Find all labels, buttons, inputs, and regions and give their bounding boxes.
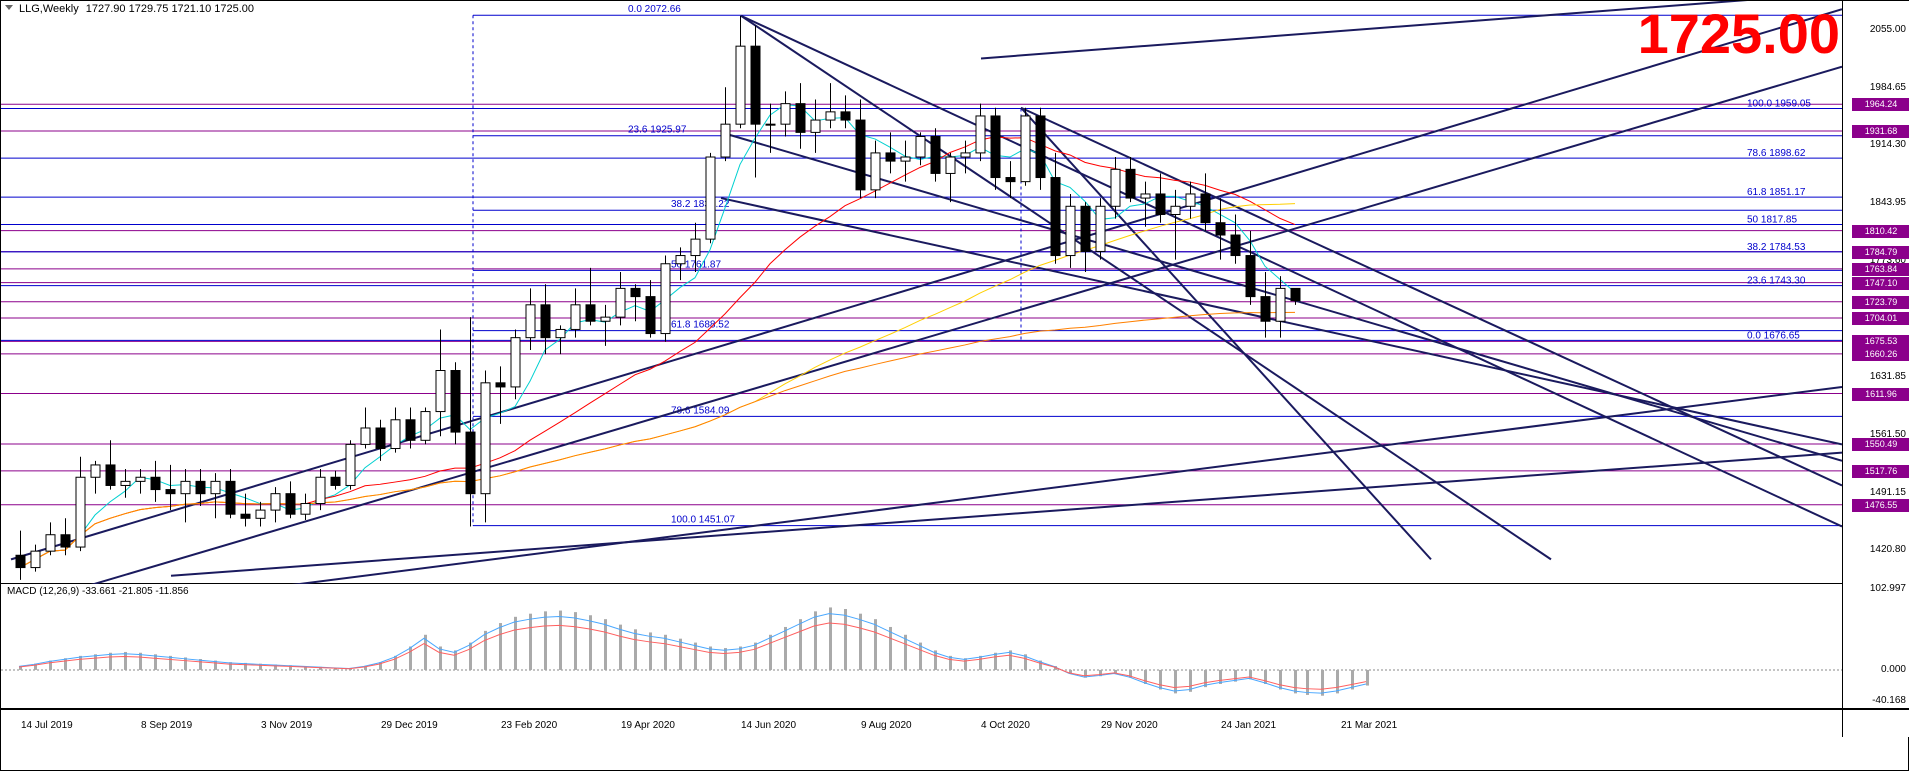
svg-text:61.8 1851.17: 61.8 1851.17 xyxy=(1747,187,1806,198)
symbol-label: LLG,Weekly xyxy=(19,3,79,15)
time-label: 4 Oct 2020 xyxy=(981,720,1030,731)
time-label: 23 Feb 2020 xyxy=(501,720,557,731)
price-level-box: 1763.84 xyxy=(1852,263,1909,276)
ohlc-c: 1725.00 xyxy=(214,3,254,15)
chart-header: LLG,Weekly 1727.90 1729.75 1721.10 1725.… xyxy=(19,3,254,15)
time-label: 24 Jan 2021 xyxy=(1221,720,1276,731)
time-label: 8 Sep 2019 xyxy=(141,720,192,731)
svg-text:50 1761.87: 50 1761.87 xyxy=(671,259,721,270)
price-tick: 1843.95 xyxy=(1870,197,1906,208)
svg-text:100.0 1451.07: 100.0 1451.07 xyxy=(671,515,735,526)
svg-text:61.8 1688.52: 61.8 1688.52 xyxy=(671,320,730,331)
ohlc-h: 1729.75 xyxy=(129,3,169,15)
macd-svg xyxy=(1,584,1842,709)
price-tick: 2055.00 xyxy=(1870,24,1906,35)
macd-axis: 102.997 0.000 -40.168 xyxy=(1842,584,1909,708)
time-label: 19 Apr 2020 xyxy=(621,720,675,731)
time-label: 29 Dec 2019 xyxy=(381,720,438,731)
macd-panel[interactable]: MACD (12,26,9) -33.661 -21.805 -11.856 1… xyxy=(1,584,1909,709)
price-axis: 2055.001984.651914.301843.951773.601703.… xyxy=(1842,1,1909,584)
price-level-box: 1611.96 xyxy=(1852,388,1909,401)
price-level-box: 1723.79 xyxy=(1852,296,1909,309)
svg-text:0.0 1676.65: 0.0 1676.65 xyxy=(1747,330,1800,341)
price-tick: 1984.65 xyxy=(1870,82,1906,93)
price-level-box: 1660.26 xyxy=(1852,348,1909,361)
time-label: 14 Jul 2019 xyxy=(21,720,73,731)
svg-text:78.6 1898.62: 78.6 1898.62 xyxy=(1747,148,1806,159)
main-chart-panel[interactable]: LLG,Weekly 1727.90 1729.75 1721.10 1725.… xyxy=(1,1,1909,584)
price-level-box: 1747.10 xyxy=(1852,277,1909,290)
time-axis: 14 Jul 2019 8 Sep 2019 3 Nov 2019 29 Dec 20… xyxy=(1,709,1909,737)
price-level-box: 1810.42 xyxy=(1852,225,1909,238)
price-level-box: 1675.53 xyxy=(1852,335,1909,348)
price-tick: 1631.85 xyxy=(1870,371,1906,382)
svg-text:78.6 1584.09: 78.6 1584.09 xyxy=(671,405,730,416)
svg-text:23.6 1925.97: 23.6 1925.97 xyxy=(628,125,687,136)
price-tick: 1914.30 xyxy=(1870,139,1906,150)
svg-text:50 1817.85: 50 1817.85 xyxy=(1747,214,1797,225)
price-level-box: 1476.55 xyxy=(1852,499,1909,512)
macd-tick: 0.000 xyxy=(1881,664,1906,675)
ohlc-l: 1721.10 xyxy=(171,3,211,15)
chevron-down-icon[interactable] xyxy=(5,5,13,10)
chart-svg: 0.0 2072.66 23.6 1925.97 38.2 1835.22 50 17… xyxy=(1,1,1842,584)
time-axis-spacer xyxy=(1842,710,1909,737)
svg-text:38.2 1835.22: 38.2 1835.22 xyxy=(671,199,730,210)
price-level-box: 1550.49 xyxy=(1852,438,1909,451)
svg-text:38.2 1784.53: 38.2 1784.53 xyxy=(1747,242,1806,253)
time-label: 29 Nov 2020 xyxy=(1101,720,1158,731)
svg-text:23.6 1743.30: 23.6 1743.30 xyxy=(1747,276,1806,287)
price-level-box: 1704.01 xyxy=(1852,312,1909,325)
time-label: 9 Aug 2020 xyxy=(861,720,912,731)
price-tick: 1420.80 xyxy=(1870,544,1906,555)
price-level-box: 1931.68 xyxy=(1852,125,1909,138)
price-level-box: 1964.24 xyxy=(1852,98,1909,111)
macd-tick: 102.997 xyxy=(1870,583,1906,594)
time-label: 3 Nov 2019 xyxy=(261,720,312,731)
price-level-box: 1784.79 xyxy=(1852,246,1909,259)
ohlc-o: 1727.90 xyxy=(86,3,126,15)
chart-container: LLG,Weekly 1727.90 1729.75 1721.10 1725.… xyxy=(0,0,1909,771)
macd-tick: -40.168 xyxy=(1872,695,1906,706)
price-level-box: 1517.76 xyxy=(1852,465,1909,478)
macd-label: MACD (12,26,9) -33.661 -21.805 -11.856 xyxy=(7,586,189,597)
time-label: 14 Jun 2020 xyxy=(741,720,796,731)
price-tick: 1491.15 xyxy=(1870,487,1906,498)
svg-text:100.0 1959.05: 100.0 1959.05 xyxy=(1747,99,1811,110)
big-price-label: 1725.00 xyxy=(1638,1,1840,66)
svg-text:0.0 2072.66: 0.0 2072.66 xyxy=(628,4,681,15)
time-label: 21 Mar 2021 xyxy=(1341,720,1397,731)
